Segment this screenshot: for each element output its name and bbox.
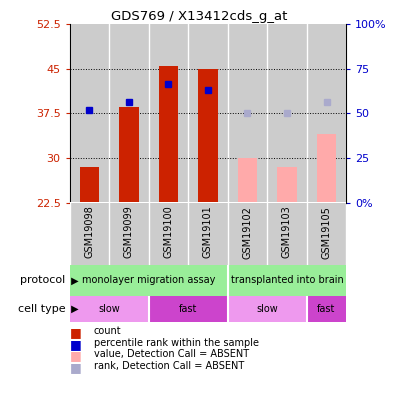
Bar: [149, 24, 188, 202]
Bar: [119, 107, 139, 202]
Bar: [307, 296, 346, 322]
Text: ▶: ▶: [68, 275, 78, 286]
Bar: [80, 167, 99, 202]
Bar: [228, 202, 267, 265]
Text: fast: fast: [179, 304, 197, 314]
Bar: [70, 202, 109, 265]
Text: GSM19099: GSM19099: [124, 206, 134, 258]
Bar: [228, 24, 267, 202]
Text: slow: slow: [256, 304, 278, 314]
Bar: [188, 24, 228, 202]
Bar: [317, 134, 336, 202]
Bar: [70, 265, 228, 296]
Text: value, Detection Call = ABSENT: value, Detection Call = ABSENT: [94, 350, 249, 359]
Bar: [228, 296, 307, 322]
Text: GSM19103: GSM19103: [282, 206, 292, 258]
Bar: [149, 202, 188, 265]
Text: GSM19101: GSM19101: [203, 206, 213, 258]
Bar: [267, 202, 307, 265]
Text: ■: ■: [70, 350, 82, 362]
Bar: [228, 265, 346, 296]
Bar: [109, 202, 149, 265]
Bar: [307, 202, 346, 265]
Text: slow: slow: [98, 304, 120, 314]
Text: percentile rank within the sample: percentile rank within the sample: [94, 338, 259, 348]
Text: GDS769 / X13412cds_g_at: GDS769 / X13412cds_g_at: [111, 10, 287, 23]
Text: fast: fast: [317, 304, 336, 314]
Bar: [307, 24, 346, 202]
Text: ■: ■: [70, 326, 82, 339]
Text: protocol: protocol: [20, 275, 66, 286]
Bar: [238, 158, 258, 202]
Text: ■: ■: [70, 361, 82, 374]
Text: rank, Detection Call = ABSENT: rank, Detection Call = ABSENT: [94, 361, 244, 371]
Bar: [149, 296, 228, 322]
Bar: [70, 24, 109, 202]
Text: transplanted into brain: transplanted into brain: [230, 275, 343, 286]
Text: ■: ■: [70, 338, 82, 351]
Bar: [158, 66, 178, 202]
Text: GSM19098: GSM19098: [84, 206, 94, 258]
Text: count: count: [94, 326, 121, 336]
Bar: [277, 167, 297, 202]
Bar: [70, 296, 149, 322]
Text: ▶: ▶: [68, 304, 78, 314]
Text: GSM19105: GSM19105: [322, 206, 332, 258]
Bar: [188, 202, 228, 265]
Bar: [198, 69, 218, 202]
Text: GSM19102: GSM19102: [242, 206, 252, 258]
Text: cell type: cell type: [18, 304, 66, 314]
Text: GSM19100: GSM19100: [164, 206, 174, 258]
Bar: [109, 24, 149, 202]
Text: monolayer migration assay: monolayer migration assay: [82, 275, 215, 286]
Bar: [267, 24, 307, 202]
